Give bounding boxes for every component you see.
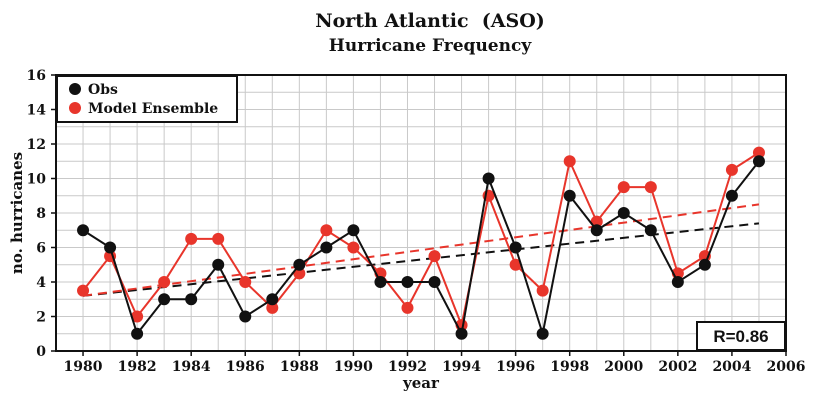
x-axis-label: year bbox=[402, 374, 440, 392]
trend-lines bbox=[82, 203, 760, 297]
x-tick-label: 1996 bbox=[496, 359, 535, 375]
data-point bbox=[455, 327, 468, 340]
data-point bbox=[239, 276, 252, 288]
series-1 bbox=[77, 146, 765, 332]
data-point bbox=[77, 224, 90, 237]
data-point bbox=[212, 232, 225, 245]
annotation-box bbox=[696, 321, 786, 351]
data-point bbox=[347, 241, 360, 254]
series-0 bbox=[77, 155, 765, 340]
y-tick-label: 12 bbox=[27, 137, 46, 153]
data-point bbox=[590, 224, 603, 237]
y-tick-label: 16 bbox=[27, 68, 46, 84]
trend-line-1 bbox=[82, 203, 760, 297]
data-point bbox=[698, 258, 711, 271]
x-tick-label: 2000 bbox=[604, 359, 643, 375]
y-axis-label: no. hurricanes bbox=[8, 152, 26, 274]
legend-marker-model bbox=[69, 102, 81, 114]
x-tick-label: 1992 bbox=[388, 359, 427, 375]
data-point bbox=[320, 224, 333, 237]
data-point bbox=[401, 276, 414, 288]
x-tick-label: 1982 bbox=[118, 359, 157, 375]
trend-line-0 bbox=[82, 222, 760, 297]
data-point bbox=[374, 276, 387, 288]
data-point bbox=[509, 241, 522, 254]
data-point bbox=[536, 327, 549, 340]
x-tick-label: 1984 bbox=[172, 359, 211, 375]
data-point bbox=[482, 172, 495, 185]
data-point bbox=[509, 258, 522, 271]
data-point bbox=[590, 215, 603, 228]
data-point bbox=[266, 293, 279, 306]
data-point bbox=[428, 250, 441, 263]
chart-title: North Atlantic (ASO) bbox=[315, 10, 545, 32]
y-tick-label: 14 bbox=[27, 103, 47, 119]
x-tick-label: 1980 bbox=[64, 359, 103, 375]
x-tick-label: 1988 bbox=[280, 359, 319, 375]
data-point bbox=[347, 224, 360, 237]
series-group bbox=[77, 146, 765, 340]
data-point bbox=[293, 267, 306, 280]
legend: Obs Model Ensemble bbox=[56, 75, 238, 123]
data-point bbox=[617, 181, 630, 194]
legend-box bbox=[56, 75, 238, 123]
data-point bbox=[752, 146, 765, 159]
x-tick-label: 1994 bbox=[442, 359, 481, 375]
data-point bbox=[671, 276, 684, 288]
data-point bbox=[752, 155, 765, 168]
data-point bbox=[77, 284, 90, 297]
data-point bbox=[293, 258, 306, 271]
data-point bbox=[104, 241, 117, 254]
data-point bbox=[725, 189, 738, 202]
y-tick-label: 6 bbox=[36, 241, 46, 257]
data-point bbox=[644, 224, 657, 237]
x-tick-label: 1998 bbox=[550, 359, 589, 375]
data-point bbox=[239, 310, 252, 323]
chart-subtitle: Hurricane Frequency bbox=[329, 36, 533, 56]
y-tick-label: 8 bbox=[36, 206, 46, 222]
data-point bbox=[131, 310, 144, 323]
x-tick-label: 1986 bbox=[226, 359, 265, 375]
correlation-annotation: R=0.86 bbox=[696, 321, 786, 351]
x-tick-label: 2004 bbox=[712, 359, 751, 375]
data-point bbox=[428, 276, 441, 288]
data-point bbox=[725, 163, 738, 176]
x-tick-label: 2006 bbox=[767, 359, 806, 375]
y-tick-label: 10 bbox=[27, 172, 47, 188]
data-point bbox=[131, 327, 144, 340]
y-tick-label: 4 bbox=[36, 275, 46, 291]
data-point bbox=[617, 207, 630, 219]
data-point bbox=[212, 258, 225, 271]
data-point bbox=[644, 181, 657, 194]
y-axis: 0 2 4 6 8 10 12 14 16 bbox=[27, 68, 56, 360]
y-tick-label: 2 bbox=[36, 310, 46, 326]
data-point bbox=[158, 293, 171, 306]
data-point bbox=[266, 301, 279, 314]
data-point bbox=[563, 155, 576, 168]
data-point bbox=[536, 284, 549, 297]
y-tick-label: 0 bbox=[36, 344, 46, 360]
legend-label-obs: Obs bbox=[88, 82, 118, 98]
data-point bbox=[185, 232, 198, 245]
x-tick-label: 1990 bbox=[334, 359, 373, 375]
data-point bbox=[185, 293, 198, 306]
legend-label-model: Model Ensemble bbox=[88, 101, 218, 117]
data-point bbox=[563, 189, 576, 202]
x-axis: 1980 1982 1984 1986 1988 1990 1992 1994 1996 1998… bbox=[64, 351, 806, 375]
data-point bbox=[401, 301, 414, 314]
legend-marker-obs bbox=[69, 83, 81, 95]
x-tick-label: 2002 bbox=[658, 359, 697, 375]
annotation-text: R=0.86 bbox=[713, 327, 768, 346]
data-point bbox=[158, 276, 171, 288]
data-point bbox=[320, 241, 333, 254]
